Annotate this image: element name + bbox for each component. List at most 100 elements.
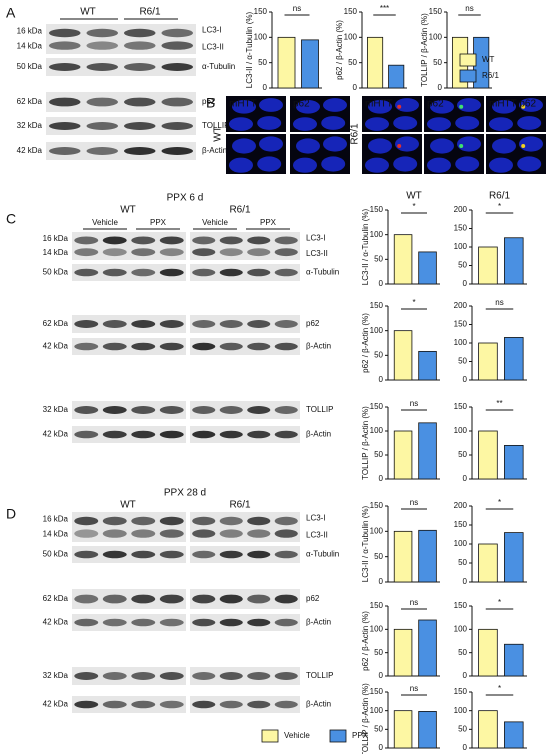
y-tick-label: 150 [454, 224, 468, 233]
blot-band [159, 550, 184, 559]
blot-band [274, 516, 298, 526]
bar [393, 530, 413, 583]
blot-band [124, 97, 156, 107]
blot-strip [46, 142, 196, 160]
significance-label: *** [380, 4, 389, 13]
aggregate [521, 104, 526, 109]
nucleus [257, 116, 282, 130]
nucleus [257, 156, 282, 172]
y-tick-label: 100 [454, 338, 468, 347]
blot-strip [190, 667, 300, 685]
blot-band [159, 236, 184, 245]
group-label: WT [120, 500, 136, 511]
blot-band [124, 41, 156, 50]
protein-label: LC3-I [306, 233, 326, 242]
y-tick-label: 100 [370, 624, 384, 633]
blot-band [74, 320, 99, 328]
blot-band [247, 516, 271, 526]
blot-band [247, 529, 271, 538]
y-tick-label: 150 [454, 601, 468, 610]
blot-band [247, 550, 271, 559]
y-tick-label: 0 [379, 279, 384, 288]
blot-band [219, 248, 243, 257]
blot-band [86, 41, 118, 50]
blot-band [159, 406, 184, 414]
blot-band [102, 406, 127, 414]
blot-band [247, 236, 271, 245]
aggregate [521, 144, 526, 148]
significance-label: ** [496, 399, 502, 408]
blot-strip [72, 338, 186, 355]
blot-strip [190, 546, 300, 563]
y-tick-label: 0 [463, 577, 468, 586]
y-tick-label: 100 [370, 326, 384, 335]
nucleus [368, 99, 392, 114]
y-tick-label: 150 [370, 402, 384, 411]
blot-band [102, 618, 127, 627]
nucleus [365, 157, 389, 173]
y-tick-label: 100 [454, 706, 468, 715]
blot-strip [46, 92, 196, 112]
protein-label: TOLLIP [306, 405, 333, 414]
blot-band [49, 41, 81, 50]
blot-band [219, 529, 243, 538]
kda-label: 42 kDa [17, 146, 43, 155]
blot-band [131, 430, 156, 439]
bar [388, 64, 405, 89]
blot-band [124, 28, 156, 38]
y-tick-label: 150 [370, 601, 384, 610]
y-tick-label: 50 [458, 558, 467, 567]
blot-band [131, 529, 156, 538]
y-axis-label: p62 / β-Actin (%) [335, 20, 344, 80]
blot-band [124, 147, 156, 155]
blot-band [102, 320, 127, 328]
protein-label: LC3-I [202, 26, 222, 35]
blot-band [247, 320, 271, 328]
significance-label: ns [293, 4, 301, 13]
bar [478, 246, 498, 285]
y-tick-label: 0 [463, 375, 468, 384]
legend-label: Vehicle [284, 731, 310, 740]
blot-band [159, 618, 184, 627]
blot-band [102, 594, 127, 604]
bar [418, 529, 437, 583]
significance-label: * [412, 298, 415, 307]
blot-band [192, 320, 216, 328]
y-tick-label: 50 [374, 350, 383, 359]
blot-strip [72, 667, 186, 685]
blot-band [192, 236, 216, 245]
protein-label: p62 [306, 594, 320, 603]
blot-band [274, 618, 298, 627]
blot-band [274, 672, 298, 680]
blot-band [102, 672, 127, 680]
nucleus [430, 99, 454, 114]
y-tick-label: 150 [370, 501, 384, 510]
blot-band [192, 594, 216, 604]
blot-band [159, 320, 184, 328]
aggregate [397, 104, 402, 109]
y-tick-label: 0 [463, 474, 468, 483]
y-tick-label: 0 [463, 743, 468, 752]
y-tick-label: 50 [374, 450, 383, 459]
kda-label: 50 kDa [43, 550, 69, 559]
blot-band [219, 516, 243, 526]
protein-label: α-Tubulin [306, 268, 339, 277]
blot-strip [190, 426, 300, 443]
significance-label: * [412, 202, 415, 211]
blot-band [74, 248, 99, 257]
blot-band [247, 700, 271, 709]
blot-band [131, 516, 156, 526]
y-tick-label: 50 [374, 724, 383, 733]
blot-band [274, 268, 298, 277]
blot-band [219, 594, 243, 604]
blot-band [131, 248, 156, 257]
nucleus [393, 156, 418, 172]
blot-band [219, 550, 243, 559]
kda-label: 32 kDa [17, 121, 43, 130]
y-tick-label: 50 [458, 357, 467, 366]
blot-band [192, 406, 216, 414]
kda-label: 42 kDa [43, 700, 69, 709]
kda-label: 42 kDa [43, 342, 69, 351]
blot-band [159, 268, 184, 277]
blot-band [74, 700, 99, 709]
